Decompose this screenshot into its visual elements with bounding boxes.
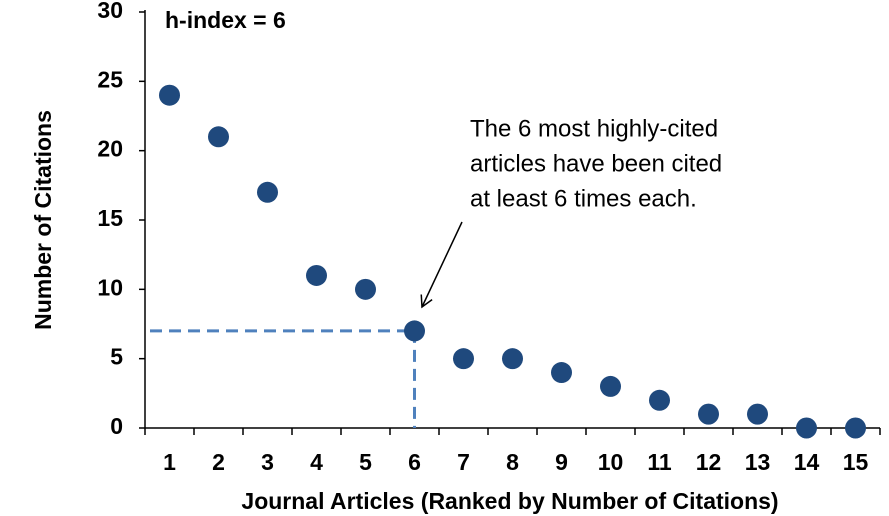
y-tick-label: 15: [97, 205, 123, 231]
x-tick-label: 15: [843, 449, 869, 475]
annotation-line: The 6 most highly-cited: [470, 115, 718, 142]
point: [208, 126, 229, 148]
x-tick-label: 12: [696, 449, 722, 475]
y-tick-label: 5: [110, 344, 123, 370]
x-tick-label: 9: [555, 449, 568, 475]
point: [600, 375, 621, 397]
y-tick-label: 25: [97, 66, 123, 92]
y-tick-label: 0: [110, 413, 123, 439]
point: [159, 84, 180, 106]
x-axis-label: Journal Articles (Ranked by Number of Ci…: [241, 488, 778, 514]
point: [845, 417, 866, 439]
point: [502, 348, 523, 370]
x-tick-label: 4: [310, 449, 323, 475]
annotation-arrow: [420, 221, 463, 309]
point: [306, 264, 327, 286]
y-tick-label: 20: [97, 136, 123, 162]
x-tick-label: 13: [745, 449, 771, 475]
x-tick-label: 1: [163, 449, 176, 475]
x-tick-label: 2: [212, 449, 225, 475]
y-tick-label: 10: [97, 274, 123, 300]
x-tick-label: 14: [794, 449, 820, 475]
point: [698, 403, 719, 425]
x-tick-label: 10: [598, 449, 624, 475]
x-tick-label: 8: [506, 449, 519, 475]
point: [404, 320, 425, 342]
h-index-label: h-index = 6: [165, 7, 286, 33]
point: [257, 181, 278, 203]
y-axis-label: Number of Citations: [30, 110, 56, 330]
annotation-line: at least 6 times each.: [470, 185, 697, 212]
point: [747, 403, 768, 425]
point: [355, 278, 376, 300]
point: [551, 362, 572, 384]
point: [649, 389, 670, 411]
y-tick-label: 30: [97, 0, 123, 23]
point: [453, 348, 474, 370]
x-tick-label: 11: [647, 449, 672, 475]
x-tick-label: 5: [359, 449, 372, 475]
x-tick-label: 3: [261, 449, 274, 475]
x-tick-label: 7: [457, 449, 470, 475]
point: [796, 417, 817, 439]
annotation-line: articles have been cited: [470, 150, 722, 177]
x-tick-label: 6: [408, 449, 421, 475]
